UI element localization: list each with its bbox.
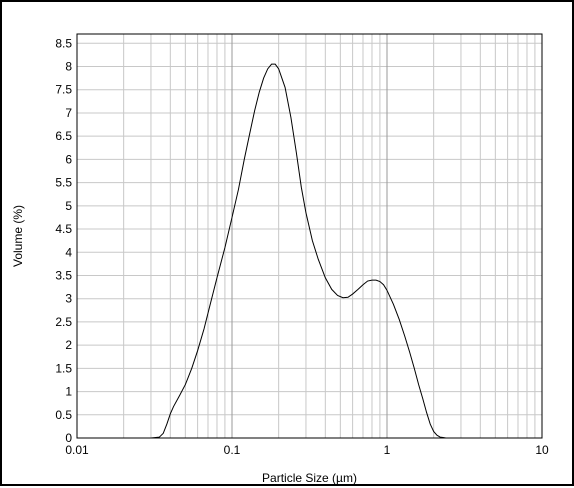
y-tick-label: 6	[65, 152, 72, 166]
x-tick-label: 0.01	[65, 443, 89, 457]
y-tick-label: 6.5	[55, 129, 72, 143]
x-axis-title: Particle Size (µm)	[262, 471, 357, 485]
y-tick-label: 4.5	[55, 222, 72, 236]
y-tick-label: 8	[65, 60, 72, 74]
y-tick-label: 1	[65, 385, 72, 399]
x-axis-ticks: 0.01 0.1 1 10	[65, 443, 549, 457]
y-tick-label: 0.5	[55, 408, 72, 422]
y-tick-label: 5	[65, 199, 72, 213]
plot-area	[76, 33, 543, 439]
y-tick-label: 3	[65, 292, 72, 306]
y-tick-label: 3.5	[55, 268, 72, 282]
x-tick-label: 0.1	[224, 443, 241, 457]
y-tick-label: 5.5	[55, 176, 72, 190]
x-tick-label: 10	[535, 443, 549, 457]
minor-gridlines	[123, 34, 536, 438]
y-tick-label: 2	[65, 338, 72, 352]
y-tick-label: 8.5	[55, 36, 72, 50]
y-tick-label: 7	[65, 106, 72, 120]
y-tick-label: 2.5	[55, 315, 72, 329]
x-tick-label: 1	[384, 443, 391, 457]
y-tick-label: 0	[65, 431, 72, 445]
volume-distribution-line	[123, 63, 542, 439]
major-gridlines	[76, 34, 543, 439]
y-axis-title: Volume (%)	[11, 205, 25, 267]
y-tick-label: 4	[65, 245, 72, 259]
y-tick-label: 1.5	[55, 361, 72, 375]
y-tick-label: 7.5	[55, 83, 72, 97]
y-axis-ticks: 0 0.5 1 1.5 2 2.5 3 3.5 4 4.5 5 5.5 6 6.5 7 7.5 8 8.5	[55, 36, 72, 445]
